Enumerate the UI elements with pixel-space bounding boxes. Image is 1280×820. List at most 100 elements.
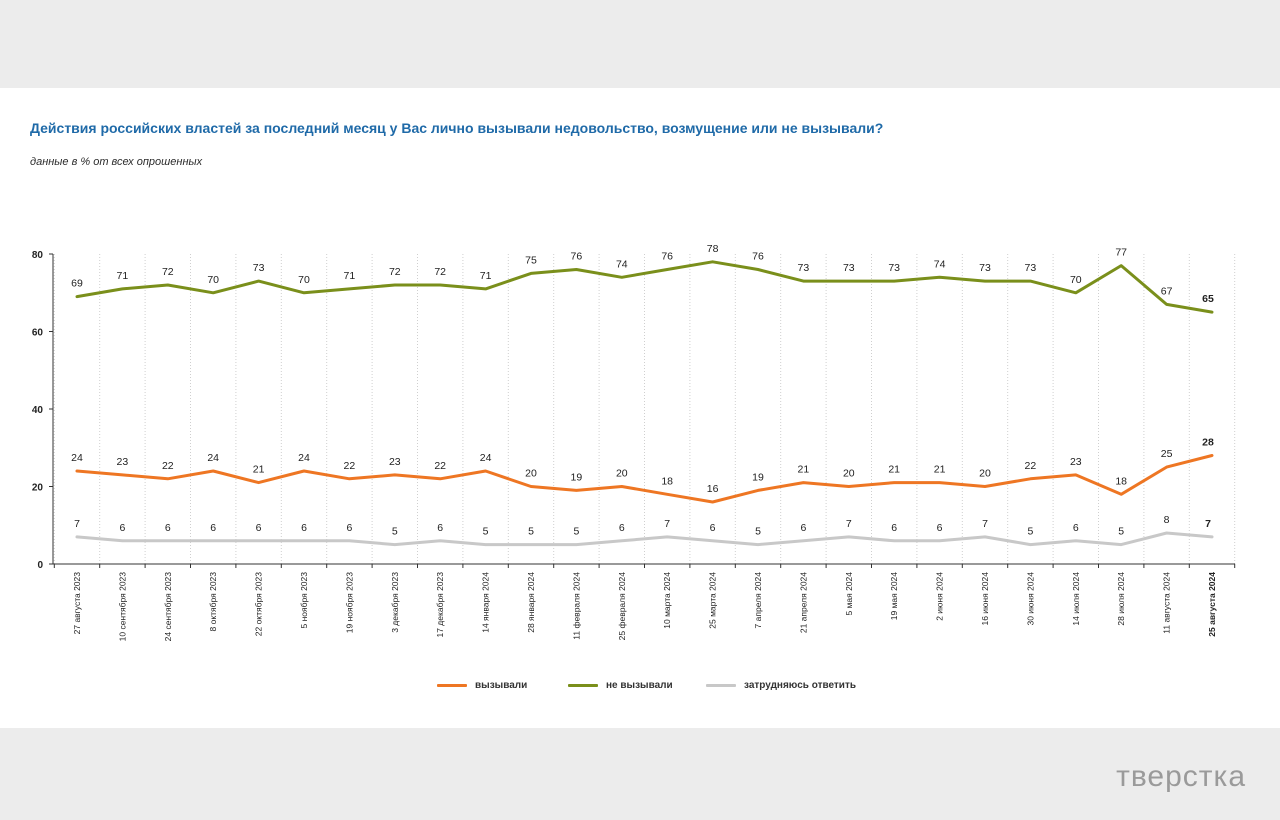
- x-tick-label: 8 октября 2023: [208, 572, 218, 632]
- data-label-zatrudnyayus: 7: [664, 518, 670, 530]
- data-label-zatrudnyayus: 6: [256, 522, 262, 534]
- chart-title: Действия российских властей за последний…: [30, 120, 884, 136]
- x-tick-label: 14 января 2024: [481, 572, 491, 633]
- x-tick-label: 30 июня 2024: [1025, 572, 1035, 626]
- data-label-vyzyvali: 22: [1025, 460, 1037, 472]
- data-label-zatrudnyayus: 6: [937, 522, 943, 534]
- data-label-vyzyvali: 20: [525, 468, 537, 480]
- data-label-zatrudnyayus: 6: [1073, 522, 1079, 534]
- legend-swatch-ne-vyzyvali: [568, 684, 598, 687]
- legend-item-vyzyvali: вызывали: [437, 680, 527, 691]
- x-tick-label: 25 февраля 2024: [617, 572, 627, 641]
- series-line-vyzyvali: [75, 454, 1214, 504]
- data-label-vyzyvali: 18: [1115, 475, 1127, 487]
- x-tick-label: 2 июня 2024: [935, 572, 945, 621]
- data-label-ne-vyzyvali: 73: [843, 262, 855, 274]
- top-band: [0, 0, 1280, 88]
- bottom-band: [0, 728, 1280, 820]
- x-tick-label: 25 августа 2024: [1207, 572, 1217, 637]
- series-line-ne-vyzyvali: [75, 260, 1214, 314]
- data-label-zatrudnyayus: 5: [1027, 526, 1033, 538]
- data-label-vyzyvali: 21: [798, 464, 810, 476]
- data-label-ne-vyzyvali: 70: [207, 274, 219, 286]
- legend-item-zatrudnyayus: затрудняюсь ответить: [706, 680, 856, 691]
- data-label-vyzyvali: 24: [71, 452, 83, 464]
- x-tick-label: 21 апреля 2024: [798, 572, 808, 633]
- data-label-vyzyvali: 21: [888, 464, 900, 476]
- data-label-zatrudnyayus: 6: [119, 522, 125, 534]
- data-label-vyzyvali: 20: [843, 468, 855, 480]
- data-label-zatrudnyayus: 5: [483, 526, 489, 538]
- x-tick-label: 22 октября 2023: [254, 572, 264, 637]
- x-tick-label: 16 июня 2024: [980, 572, 990, 626]
- data-label-zatrudnyayus: 7: [1205, 518, 1211, 530]
- data-label-zatrudnyayus: 7: [74, 518, 80, 530]
- data-label-zatrudnyayus: 6: [165, 522, 171, 534]
- data-label-zatrudnyayus: 8: [1164, 514, 1170, 526]
- data-label-vyzyvali: 23: [117, 456, 129, 468]
- data-label-ne-vyzyvali: 78: [707, 243, 719, 255]
- y-tick-label: 20: [32, 483, 44, 494]
- data-label-ne-vyzyvali: 76: [661, 251, 673, 263]
- legend-label-vyzyvali: вызывали: [475, 680, 528, 691]
- data-label-ne-vyzyvali: 76: [571, 251, 583, 263]
- chart-panel: [0, 88, 1280, 728]
- data-label-ne-vyzyvali: 73: [979, 262, 991, 274]
- data-label-ne-vyzyvali: 65: [1202, 293, 1214, 305]
- data-label-ne-vyzyvali: 74: [934, 258, 946, 270]
- data-label-ne-vyzyvali: 73: [888, 262, 900, 274]
- legend-label-zatrudnyayus: затрудняюсь ответить: [744, 680, 856, 691]
- y-tick-label: 40: [32, 405, 44, 416]
- data-label-zatrudnyayus: 5: [755, 526, 761, 538]
- data-label-zatrudnyayus: 6: [210, 522, 216, 534]
- x-tick-label: 14 июля 2024: [1071, 572, 1081, 626]
- data-label-vyzyvali: 23: [389, 456, 401, 468]
- data-label-vyzyvali: 24: [298, 452, 310, 464]
- data-label-vyzyvali: 22: [344, 460, 356, 472]
- y-tick-label: 60: [32, 328, 44, 339]
- data-label-ne-vyzyvali: 67: [1161, 285, 1173, 297]
- data-label-ne-vyzyvali: 74: [616, 258, 628, 270]
- x-tick-label: 11 августа 2024: [1162, 572, 1172, 634]
- data-label-zatrudnyayus: 5: [528, 526, 534, 538]
- data-label-zatrudnyayus: 6: [301, 522, 307, 534]
- chart-subtitle: данные в % от всех опрошенных: [30, 156, 203, 168]
- y-tick-label: 0: [37, 560, 43, 571]
- data-label-ne-vyzyvali: 76: [752, 251, 764, 263]
- legend-item-ne-vyzyvali: не вызывали: [568, 680, 673, 691]
- data-label-ne-vyzyvali: 70: [298, 274, 310, 286]
- x-tick-label: 10 марта 2024: [662, 572, 672, 629]
- data-label-vyzyvali: 20: [979, 468, 991, 480]
- data-label-vyzyvali: 22: [162, 460, 174, 472]
- x-tick-label: 24 сентября 2023: [163, 572, 173, 642]
- legend-swatch-vyzyvali: [437, 684, 467, 687]
- x-tick-label: 28 июля 2024: [1116, 572, 1126, 626]
- data-label-vyzyvali: 20: [616, 468, 628, 480]
- data-label-vyzyvali: 24: [480, 452, 492, 464]
- y-tick-label: 80: [32, 250, 44, 261]
- data-label-zatrudnyayus: 6: [800, 522, 806, 534]
- x-tick-label: 17 декабря 2023: [435, 572, 445, 638]
- data-label-ne-vyzyvali: 69: [71, 278, 83, 290]
- data-label-vyzyvali: 22: [434, 460, 446, 472]
- brand-logo: тверстка: [1116, 760, 1246, 793]
- legend-label-ne-vyzyvali: не вызывали: [606, 680, 673, 691]
- x-tick-label: 27 августа 2023: [72, 572, 82, 635]
- data-label-zatrudnyayus: 6: [710, 522, 716, 534]
- data-label-ne-vyzyvali: 72: [434, 266, 446, 278]
- chart-legend: вызывали не вызывали затрудняюсь ответит…: [0, 680, 1280, 694]
- data-label-vyzyvali: 28: [1202, 437, 1214, 449]
- data-label-zatrudnyayus: 5: [573, 526, 579, 538]
- x-tick-label: 19 мая 2024: [889, 572, 899, 621]
- data-label-ne-vyzyvali: 71: [117, 270, 129, 282]
- data-label-ne-vyzyvali: 71: [344, 270, 356, 282]
- x-tick-label: 11 февраля 2024: [571, 572, 581, 640]
- x-tick-label: 10 сентября 2023: [117, 572, 127, 642]
- series-line-zatrudnyayus: [75, 531, 1214, 547]
- x-tick-label: 28 января 2024: [526, 572, 536, 633]
- data-label-ne-vyzyvali: 75: [525, 254, 537, 266]
- data-label-vyzyvali: 19: [752, 471, 764, 483]
- data-label-ne-vyzyvali: 77: [1115, 247, 1127, 259]
- x-tick-label: 5 ноября 2023: [299, 572, 309, 629]
